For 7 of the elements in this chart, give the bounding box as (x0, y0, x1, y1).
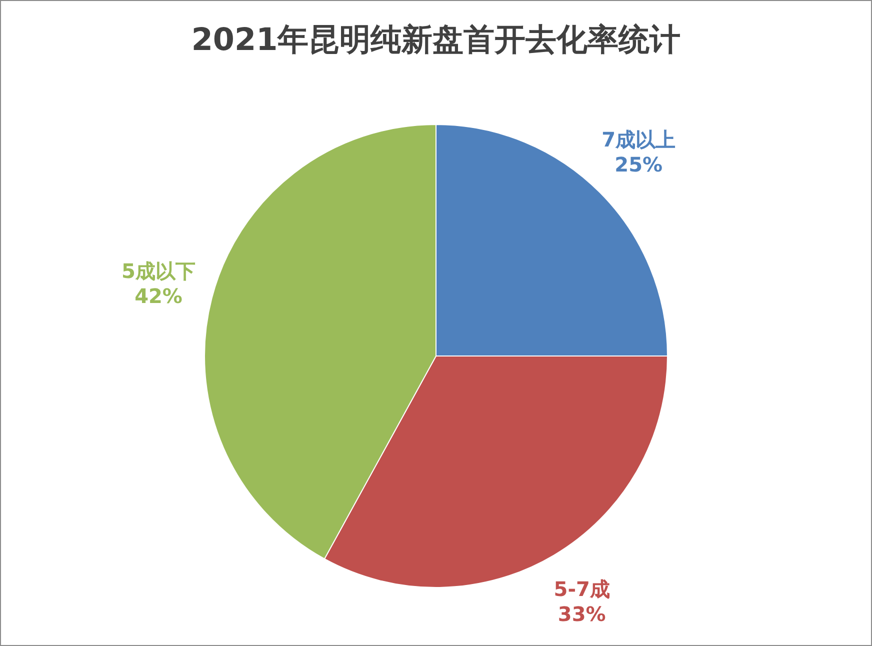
data-label: 33% (558, 602, 606, 626)
slice-label: 5成以下 (122, 258, 196, 283)
data-label: 25% (614, 152, 663, 177)
slice-label: 7成以上 (602, 128, 676, 152)
data-label: 42% (134, 284, 182, 308)
slice-label: 5-7成 (554, 576, 610, 601)
chart-title: 2021年昆明纯新盘首开去化率统计 (191, 22, 681, 58)
